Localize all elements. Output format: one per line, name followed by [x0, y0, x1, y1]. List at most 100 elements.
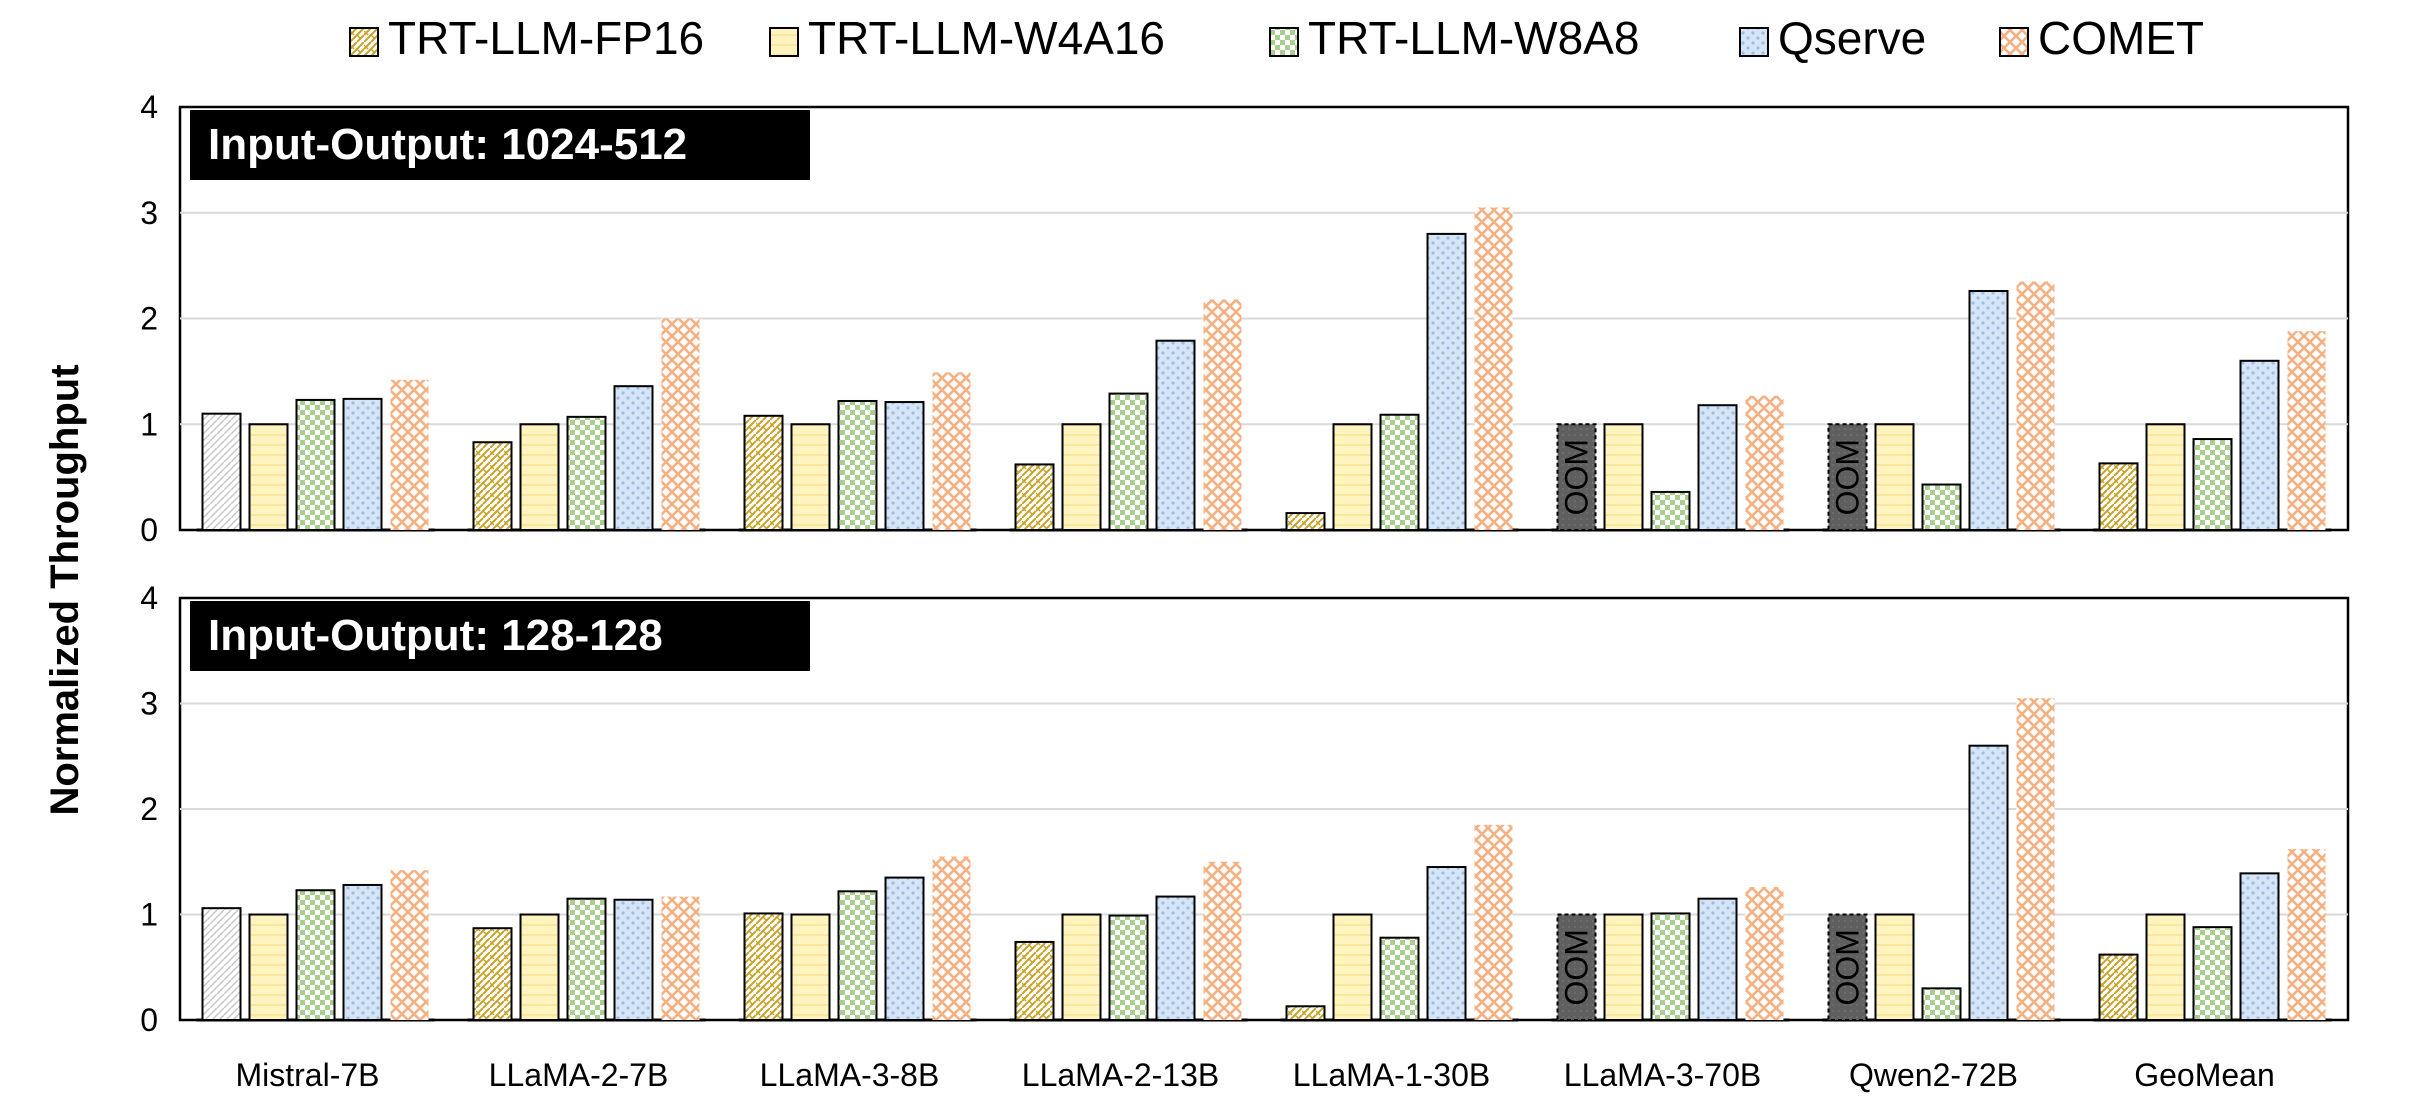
panel-128-128: 0 1 2 3 4 Input-Output: 128-128 OOM OOM [140, 580, 2350, 1038]
x-tick-label-mistral-7b: Mistral-7B [235, 1057, 379, 1093]
x-tick-label-llama-3-70b: LLaMA-3-70B [1564, 1057, 1761, 1093]
legend: TRT-LLM-FP16 TRT-LLM-W4A16 TRT-LLM-W8A8 Qse… [349, 12, 2204, 64]
bar-comet-llama-2-7b [661, 318, 700, 530]
bar-qserve-qwen2-72b [1968, 290, 2009, 531]
bar-trt-llm-w8a8-mistral-7b [295, 398, 336, 531]
bar-qserve-llama-1-30b [1426, 232, 1467, 531]
bar-trt-llm-w8a8-llama-1-30b [1379, 413, 1420, 532]
bar-qserve-geomean [2239, 872, 2280, 1021]
bar-trt-llm-w8a8-llama-3-70b [1650, 912, 1691, 1022]
legend-label-trt-llm-w8a8: TRT-LLM-W8A8 [1308, 12, 1639, 64]
panel-title: Input-Output: 128-128 [208, 611, 663, 660]
bar-trt-llm-fp16-geomean [2098, 462, 2139, 531]
bar-comet-llama-1-30b [1474, 207, 1513, 530]
bar-oom-trt-llm-fp16-llama-3-70b [1556, 913, 1597, 1021]
legend-swatch-comet [1999, 27, 2029, 57]
panel-title: Input-Output: 1024-512 [208, 120, 687, 169]
bar-comet-mistral-7b [390, 379, 429, 530]
bar-oom-trt-llm-fp16-qwen2-72b [1827, 913, 1868, 1021]
panel-1024-512: 0 1 2 3 4 Input-Output: 1024-512 OOM OOM [140, 89, 2350, 548]
x-tick-label-llama-2-13b: LLaMA-2-13B [1022, 1057, 1219, 1093]
bar-trt-llm-fp16-geomean [2098, 953, 2139, 1022]
bar-trt-llm-w4a16-llama-2-13b [1061, 423, 1102, 531]
x-tick-label-llama-2-7b: LLaMA-2-7B [489, 1057, 669, 1093]
bar-comet-geomean [2287, 331, 2326, 530]
legend-label-comet: COMET [2038, 12, 2204, 64]
y-axis-label: Normalized Throughput [43, 364, 87, 815]
legend-swatch-trt-llm-fp16 [349, 27, 379, 57]
oom-label: OOM [1830, 439, 1866, 515]
bar-trt-llm-w4a16-llama-2-7b [519, 423, 560, 531]
bar-trt-llm-w4a16-llama-1-30b [1332, 423, 1373, 531]
bar-qserve-llama-3-70b [1697, 404, 1738, 531]
bar-trt-llm-w4a16-llama-3-8b [790, 913, 831, 1021]
bar-qserve-llama-2-7b [613, 898, 654, 1021]
y-tick-label: 4 [140, 580, 158, 616]
y-tick-label: 2 [140, 301, 158, 337]
x-tick-label-llama-3-8b: LLaMA-3-8B [760, 1057, 940, 1093]
bar-trt-llm-w8a8-llama-3-70b [1650, 490, 1691, 531]
bar-trt-llm-fp16-mistral-7b [201, 412, 242, 531]
bar-comet-qwen2-72b [2016, 698, 2055, 1020]
bar-comet-geomean [2287, 849, 2326, 1020]
bar-qserve-llama-3-8b [884, 401, 925, 532]
bar-trt-llm-w4a16-mistral-7b [248, 913, 289, 1021]
bar-comet-llama-2-13b [1203, 861, 1242, 1020]
bar-qserve-mistral-7b [342, 397, 383, 531]
bar-trt-llm-w4a16-llama-3-8b [790, 423, 831, 531]
bar-trt-llm-w8a8-geomean [2192, 926, 2233, 1021]
bar-qserve-mistral-7b [342, 883, 383, 1022]
bar-qserve-llama-3-70b [1697, 897, 1738, 1021]
legend-swatch-trt-llm-w8a8 [1269, 27, 1299, 57]
legend-swatch-trt-llm-w4a16 [769, 27, 799, 57]
y-tick-label: 1 [140, 406, 158, 442]
bar-trt-llm-w8a8-qwen2-72b [1921, 987, 1962, 1021]
legend-label-trt-llm-fp16: TRT-LLM-FP16 [388, 12, 704, 64]
bar-trt-llm-w8a8-geomean [2192, 438, 2233, 531]
panel-title-box [190, 601, 810, 671]
bar-trt-llm-fp16-llama-1-30b [1285, 1005, 1326, 1021]
bar-comet-llama-3-70b [1745, 395, 1784, 530]
y-tick-label: 4 [140, 89, 158, 125]
bar-trt-llm-fp16-llama-2-7b [472, 927, 513, 1022]
bar-trt-llm-fp16-llama-2-7b [472, 441, 513, 532]
bar-trt-llm-w4a16-qwen2-72b [1874, 423, 1915, 531]
y-tick-label: 1 [140, 897, 158, 933]
bar-trt-llm-w8a8-llama-2-7b [566, 897, 607, 1021]
bar-qserve-llama-3-8b [884, 876, 925, 1022]
legend-swatch-qserve [1739, 27, 1769, 57]
bar-comet-llama-3-8b [932, 856, 971, 1020]
bar-qserve-llama-2-13b [1155, 895, 1196, 1021]
y-tick-label: 3 [140, 195, 158, 231]
bar-trt-llm-fp16-mistral-7b [201, 907, 242, 1021]
bar-trt-llm-w8a8-qwen2-72b [1921, 483, 1962, 531]
bar-trt-llm-w8a8-llama-2-7b [566, 415, 607, 531]
oom-label: OOM [1559, 929, 1595, 1005]
x-tick-label-geomean: GeoMean [2134, 1057, 2275, 1093]
bar-trt-llm-fp16-llama-3-8b [743, 912, 784, 1022]
bar-comet-llama-3-70b [1745, 887, 1784, 1020]
x-tick-label-qwen2-72b: Qwen2-72B [1849, 1057, 2018, 1093]
bar-comet-llama-2-7b [661, 896, 700, 1020]
bar-trt-llm-w4a16-llama-3-70b [1603, 423, 1644, 531]
y-tick-label: 3 [140, 686, 158, 722]
bar-qserve-geomean [2239, 359, 2280, 531]
bar-qserve-qwen2-72b [1968, 744, 2009, 1021]
oom-label: OOM [1559, 439, 1595, 515]
bar-trt-llm-w4a16-qwen2-72b [1874, 913, 1915, 1021]
x-axis-labels: Mistral-7B LLaMA-2-7B LLaMA-3-8B LLaMA-2-13… [235, 1057, 2274, 1093]
legend-label-trt-llm-w4a16: TRT-LLM-W4A16 [808, 12, 1165, 64]
bar-trt-llm-fp16-llama-2-13b [1014, 940, 1055, 1021]
bar-qserve-llama-2-7b [613, 385, 654, 531]
bar-trt-llm-w8a8-llama-3-8b [837, 890, 878, 1021]
y-tick-label: 0 [140, 1002, 158, 1038]
bar-trt-llm-w8a8-llama-2-13b [1108, 914, 1149, 1021]
oom-label: OOM [1830, 929, 1866, 1005]
bar-comet-mistral-7b [390, 870, 429, 1020]
bar-trt-llm-w4a16-mistral-7b [248, 423, 289, 531]
bar-trt-llm-w4a16-llama-2-7b [519, 913, 560, 1021]
bar-qserve-llama-1-30b [1426, 866, 1467, 1022]
bar-trt-llm-w8a8-llama-3-8b [837, 399, 878, 531]
